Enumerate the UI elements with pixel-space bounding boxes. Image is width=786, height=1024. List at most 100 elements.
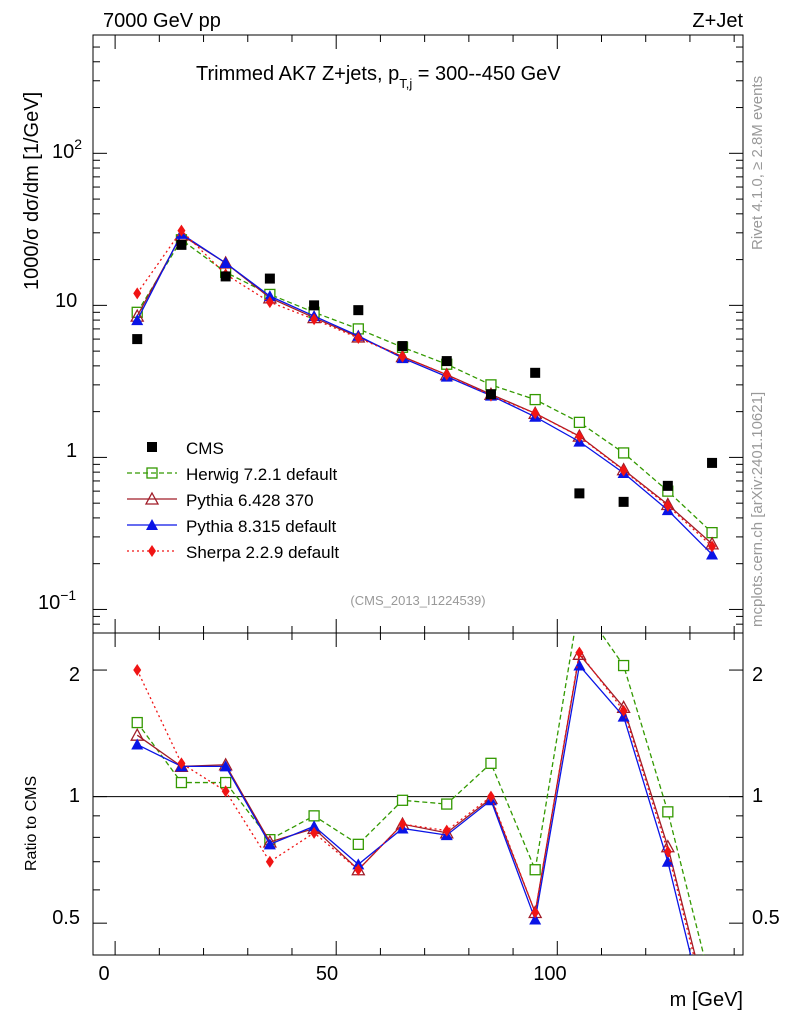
- data-point-pythia-8-315-default: [131, 314, 144, 326]
- ratio-point-herwig-7-2-1-default: [662, 806, 674, 818]
- ratio-line-herwig-7-2-1-default: [136, 633, 705, 955]
- legend-marker-pythia6: [144, 491, 160, 505]
- ratio-line-pythia-6-428-370: [136, 652, 696, 955]
- ratio-point-pythia-8-315-default: [661, 855, 674, 867]
- series-line-herwig-7-2-1-default: [136, 238, 713, 534]
- mcplots-label: mcplots.cern.ch [arXiv:2401.10621]: [749, 392, 766, 627]
- header-right: Z+Jet: [692, 10, 743, 32]
- legend-label-herwig: Herwig 7.2.1 default: [186, 465, 337, 484]
- data-point-cms: [220, 271, 231, 282]
- ratio-point-sherpa-2-2-9-default: [531, 906, 540, 919]
- ratio-point-sherpa-2-2-9-default: [398, 818, 407, 831]
- ratio-point-sherpa-2-2-9-default: [221, 785, 230, 798]
- y-tick-label-100: 102: [52, 136, 82, 163]
- data-point-sherpa-2-2-9-default: [310, 313, 319, 326]
- data-point-sherpa-2-2-9-default: [663, 499, 672, 512]
- legend-label-pythia6: Pythia 6.428 370: [186, 491, 314, 510]
- data-point-herwig-7-2-1-default: [706, 526, 718, 539]
- data-point-cms: [132, 334, 143, 345]
- ratio-point-sherpa-2-2-9-default: [619, 704, 628, 717]
- series-line-sherpa-2-2-9-default: [136, 229, 713, 547]
- rivet-label: Rivet 4.1.0, ≥ 2.8M events: [749, 76, 766, 250]
- ratio-point-herwig-7-2-1-default: [175, 776, 188, 789]
- ratio-point-sherpa-2-2-9-default: [310, 826, 319, 839]
- ratio-line-sherpa-2-2-9-default: [136, 651, 695, 955]
- y-tick-label-10: 10: [55, 290, 77, 312]
- ratio-point-sherpa-2-2-9-default: [575, 646, 584, 659]
- ratio-tick-label-2: 2: [69, 664, 80, 686]
- ratio-panel-frame: [92, 632, 744, 956]
- data-point-cms: [707, 457, 718, 468]
- ratio-tick-label-1: 1: [69, 785, 80, 807]
- title-tail: = 300--450 GeV: [412, 63, 561, 85]
- data-point-sherpa-2-2-9-default: [575, 430, 584, 443]
- data-point-pythia-8-315-default: [706, 548, 719, 560]
- data-point-sherpa-2-2-9-default: [265, 296, 274, 309]
- data-point-cms: [441, 356, 452, 367]
- legend-marker-cms: [147, 442, 157, 452]
- ratio-tick-label-0.5-right: 0.5: [752, 907, 780, 929]
- data-point-cms: [618, 496, 629, 507]
- title-main: Trimmed AK7 Z+jets, p: [196, 63, 399, 85]
- data-point-cms: [662, 480, 673, 491]
- x-tick-label-100: 100: [533, 963, 566, 985]
- ratio-point-herwig-7-2-1-default: [308, 810, 320, 822]
- ratio-point-herwig-7-2-1-default: [529, 864, 541, 876]
- ratio-point-herwig-7-2-1-default: [485, 757, 497, 769]
- ratio-point-pythia-8-315-default: [308, 820, 321, 832]
- ratio-point-pythia-8-315-default: [263, 838, 276, 850]
- legend: CMS Herwig 7.2.1 default Pythia 6.428 37…: [127, 439, 339, 562]
- data-point-cms: [176, 239, 187, 250]
- legend-label-cms: CMS: [186, 439, 224, 458]
- header-left: 7000 GeV pp: [103, 10, 221, 32]
- ratio-point-herwig-7-2-1-default: [396, 794, 409, 806]
- ratio-point-pythia-8-315-default: [131, 738, 144, 750]
- data-point-pythia-8-315-default: [263, 290, 276, 302]
- ratio-y-axis-label: Ratio to CMS: [23, 776, 40, 871]
- ratio-point-herwig-7-2-1-default: [131, 716, 143, 729]
- series-line-pythia-8-315-default: [136, 232, 713, 555]
- ratio-point-herwig-7-2-1-default: [574, 597, 584, 607]
- ratio-point-sherpa-2-2-9-default: [133, 664, 142, 677]
- ratio-point-herwig-7-2-1-default: [352, 838, 364, 850]
- ratio-point-sherpa-2-2-9-default: [265, 855, 274, 868]
- y-tick-label-1: 1: [66, 440, 77, 462]
- data-point-cms: [397, 341, 408, 352]
- data-point-sherpa-2-2-9-default: [442, 368, 451, 381]
- ratio-tick-label-1-right: 1: [752, 785, 763, 807]
- data-point-sherpa-2-2-9-default: [708, 540, 717, 553]
- legend-marker-sherpa: [148, 545, 156, 557]
- legend-marker-herwig: [146, 467, 158, 479]
- ratio-point-sherpa-2-2-9-default: [486, 790, 495, 803]
- ratio-point-sherpa-2-2-9-default: [663, 845, 672, 858]
- data-point-sherpa-2-2-9-default: [133, 287, 142, 300]
- legend-label-pythia8: Pythia 8.315 default: [186, 517, 337, 536]
- data-point-sherpa-2-2-9-default: [354, 331, 363, 344]
- data-point-cms: [574, 488, 585, 499]
- x-tick-label-0: 0: [98, 963, 109, 985]
- ratio-tick-label-0.5: 0.5: [52, 907, 80, 929]
- data-point-herwig-7-2-1-default: [617, 447, 630, 459]
- data-point-cms: [309, 300, 320, 311]
- ratio-point-pythia-8-315-default: [219, 760, 232, 772]
- data-point-sherpa-2-2-9-default: [619, 464, 628, 477]
- data-point-herwig-7-2-1-default: [529, 393, 541, 406]
- data-point-sherpa-2-2-9-default: [398, 350, 407, 363]
- ratio-point-pythia-6-428-370: [706, 1017, 718, 1024]
- data-point-sherpa-2-2-9-default: [531, 407, 540, 420]
- y-tick-label-0.1: 10−1: [38, 587, 76, 614]
- ratio-point-herwig-7-2-1-default: [441, 798, 453, 810]
- ratio-point-pythia-8-315-default: [529, 913, 542, 925]
- chart-title: Trimmed AK7 Z+jets, pT,j = 300--450 GeV: [196, 63, 561, 91]
- data-point-herwig-7-2-1-default: [573, 416, 586, 429]
- data-point-sherpa-2-2-9-default: [177, 224, 186, 237]
- y-axis-label: 1000/σ dσ/dm [1/GeV]: [21, 92, 43, 290]
- ratio-point-pythia-8-315-default: [573, 659, 586, 671]
- ratio-point-herwig-7-2-1-default: [617, 659, 630, 672]
- legend-label-sherpa: Sherpa 2.2.9 default: [186, 543, 339, 562]
- legend-marker-pythia8: [146, 519, 158, 530]
- data-point-pythia-8-315-default: [219, 256, 232, 268]
- data-point-cms: [353, 305, 364, 316]
- data-point-cms: [485, 389, 496, 400]
